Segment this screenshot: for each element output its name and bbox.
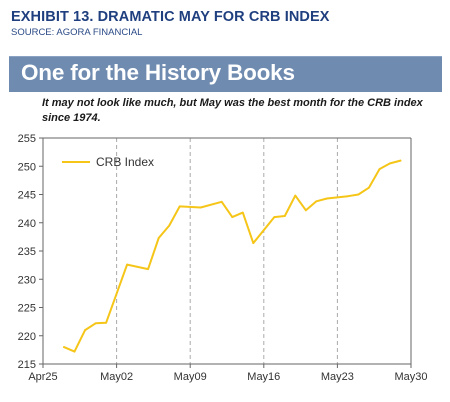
data-point <box>231 216 234 219</box>
x-tick-label: May30 <box>394 371 427 383</box>
data-point <box>252 242 255 245</box>
y-tick-label: 215 <box>18 359 36 371</box>
data-point <box>73 350 76 353</box>
y-tick-label: 240 <box>18 218 36 230</box>
data-point <box>378 168 381 171</box>
y-tick-label: 235 <box>18 246 36 258</box>
y-tick-label: 250 <box>18 161 36 173</box>
x-tick-label: May02 <box>100 371 133 383</box>
data-point <box>63 346 65 348</box>
x-tick-label: May09 <box>174 371 207 383</box>
data-point <box>357 193 360 196</box>
series-line-crb-index <box>63 159 402 353</box>
data-point <box>94 322 97 325</box>
data-point <box>294 194 297 197</box>
series-group <box>63 159 402 353</box>
source-caption: SOURCE: AGORA FINANCIAL <box>11 27 143 38</box>
data-point <box>305 209 307 212</box>
data-point <box>315 200 318 203</box>
data-point <box>399 159 402 162</box>
data-point <box>347 195 349 198</box>
y-tick-label: 220 <box>18 331 36 343</box>
data-point <box>273 216 276 219</box>
data-point <box>84 329 86 331</box>
y-tick-label: 225 <box>18 303 36 315</box>
x-tick-label: May16 <box>247 371 280 383</box>
chart-subtitle: It may not look like much, but May was t… <box>42 97 423 124</box>
x-tick-label: May23 <box>321 371 354 383</box>
x-axis-ticks: Apr25 May02 May09 May16 May23 May30 <box>28 364 428 383</box>
data-point <box>220 200 223 203</box>
data-point <box>126 263 128 266</box>
chart-axes <box>42 137 412 365</box>
data-point <box>105 321 107 324</box>
data-point <box>147 268 150 270</box>
y-tick-label: 245 <box>18 190 36 202</box>
data-point <box>199 206 202 209</box>
legend: CRB Index <box>62 155 154 169</box>
y-tick-label: 230 <box>18 274 36 286</box>
grid-lines <box>116 138 338 364</box>
chart-banner: One for the History Books <box>9 56 442 92</box>
legend-label-crb-index: CRB Index <box>96 155 154 169</box>
data-point <box>178 205 181 208</box>
exhibit-title: EXHIBIT 13. DRAMATIC MAY FOR CRB INDEX <box>11 9 330 25</box>
data-point <box>241 211 244 214</box>
data-point <box>283 215 286 217</box>
data-point <box>389 162 391 165</box>
data-point <box>157 237 160 239</box>
y-axis-ticks: 215 220 225 230 235 240 245 250 255 <box>18 133 43 371</box>
data-point <box>368 186 370 189</box>
y-tick-label: 255 <box>18 133 36 145</box>
data-point <box>326 197 328 200</box>
chart-title: One for the History Books <box>21 60 295 85</box>
x-tick-label: Apr25 <box>28 371 57 383</box>
data-point <box>168 224 171 227</box>
